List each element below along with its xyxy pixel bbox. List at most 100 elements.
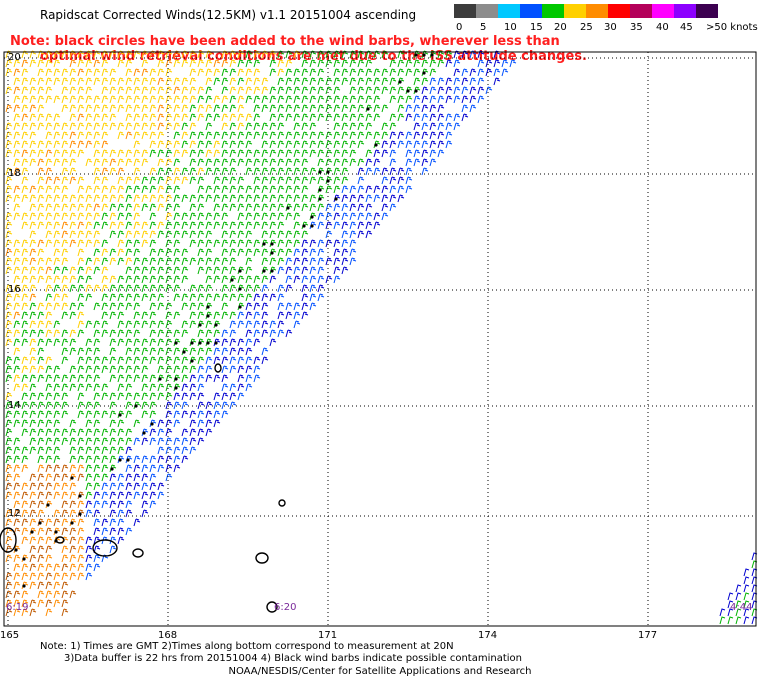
wind-barb xyxy=(149,464,157,473)
wind-barb xyxy=(173,392,181,401)
wind-barb xyxy=(269,203,277,212)
wind-barb xyxy=(21,176,29,185)
wind-barb xyxy=(133,77,141,86)
wind-barb xyxy=(133,284,141,293)
wind-barb xyxy=(181,230,189,239)
wind-barb xyxy=(101,221,109,230)
wind-barb xyxy=(5,428,13,437)
wind-barb xyxy=(45,176,53,185)
wind-barb xyxy=(45,284,53,293)
wind-barb xyxy=(53,473,61,482)
wind-barb xyxy=(413,122,421,131)
wind-barb xyxy=(341,140,349,149)
wind-barb xyxy=(165,455,173,464)
wind-barb xyxy=(253,374,261,383)
wind-barb xyxy=(357,68,365,77)
wind-barb xyxy=(317,95,325,104)
wind-barb xyxy=(69,284,77,293)
wind-barb xyxy=(293,167,301,176)
wind-barb xyxy=(165,365,173,374)
wind-barb xyxy=(37,410,45,419)
wind-barb xyxy=(21,302,29,311)
wind-barb xyxy=(213,140,221,149)
wind-barb xyxy=(5,194,13,203)
contamination-dot xyxy=(270,242,274,246)
wind-barb xyxy=(69,131,77,140)
wind-barb xyxy=(149,149,157,158)
wind-barb xyxy=(141,95,149,104)
wind-barb xyxy=(381,122,389,131)
wind-barb xyxy=(349,68,357,77)
wind-barb xyxy=(189,419,197,428)
wind-barb xyxy=(77,392,85,401)
wind-barb xyxy=(53,113,61,122)
wind-barb xyxy=(735,584,742,593)
wind-barb xyxy=(37,311,45,320)
wind-barb xyxy=(101,266,109,275)
wind-barb xyxy=(469,104,477,113)
wind-barb xyxy=(5,482,13,491)
wind-barb xyxy=(317,203,325,212)
wind-barb xyxy=(421,113,429,122)
wind-barb xyxy=(189,68,197,77)
wind-barb xyxy=(13,473,21,482)
wind-barb xyxy=(37,77,45,86)
wind-barb xyxy=(53,581,61,590)
wind-barb xyxy=(245,374,253,383)
wind-barb xyxy=(85,131,93,140)
wind-barb xyxy=(37,365,45,374)
wind-barb xyxy=(37,581,45,590)
wind-barb xyxy=(45,608,53,617)
wind-barb xyxy=(405,104,413,113)
wind-barb xyxy=(205,257,213,266)
wind-barb xyxy=(325,230,333,239)
wind-barb xyxy=(181,275,189,284)
wind-barb xyxy=(261,86,269,95)
wind-barb xyxy=(365,86,373,95)
wind-barb xyxy=(61,122,69,131)
wind-barb xyxy=(5,320,13,329)
wind-barb xyxy=(205,59,213,68)
wind-barb xyxy=(77,473,85,482)
wind-barb xyxy=(349,113,357,122)
wind-barb xyxy=(5,464,13,473)
wind-barb xyxy=(5,473,13,482)
wind-barb xyxy=(181,437,189,446)
wind-barb xyxy=(285,131,293,140)
wind-barb xyxy=(5,356,13,365)
wind-barb xyxy=(125,446,133,455)
wind-barb xyxy=(461,68,469,77)
wind-barb xyxy=(141,338,149,347)
legend-label: 20 xyxy=(554,22,567,33)
wind-barb xyxy=(389,122,397,131)
wind-barb xyxy=(285,95,293,104)
wind-barb xyxy=(197,149,205,158)
wind-barb xyxy=(13,482,21,491)
wind-barb xyxy=(285,194,293,203)
wind-barb xyxy=(69,104,77,113)
contamination-dot xyxy=(214,341,218,345)
wind-barb xyxy=(261,167,269,176)
wind-barb xyxy=(277,239,285,248)
wind-barb xyxy=(125,185,133,194)
wind-barb xyxy=(141,482,149,491)
wind-barb xyxy=(237,95,245,104)
wind-barb xyxy=(45,572,53,581)
wind-barb xyxy=(61,581,69,590)
wind-barb xyxy=(429,158,437,167)
wind-barb xyxy=(301,194,309,203)
wind-barb xyxy=(101,320,109,329)
wind-barb xyxy=(109,374,117,383)
wind-barb xyxy=(101,113,109,122)
wind-barb xyxy=(141,320,149,329)
wind-barb xyxy=(165,113,173,122)
wind-barb xyxy=(309,275,317,284)
wind-barb xyxy=(301,248,309,257)
wind-barb xyxy=(53,401,61,410)
wind-barb xyxy=(61,410,69,419)
wind-barb xyxy=(109,338,117,347)
island-outline xyxy=(132,548,144,558)
wind-barb xyxy=(37,338,45,347)
wind-barb xyxy=(5,122,13,131)
wind-barb xyxy=(77,374,85,383)
